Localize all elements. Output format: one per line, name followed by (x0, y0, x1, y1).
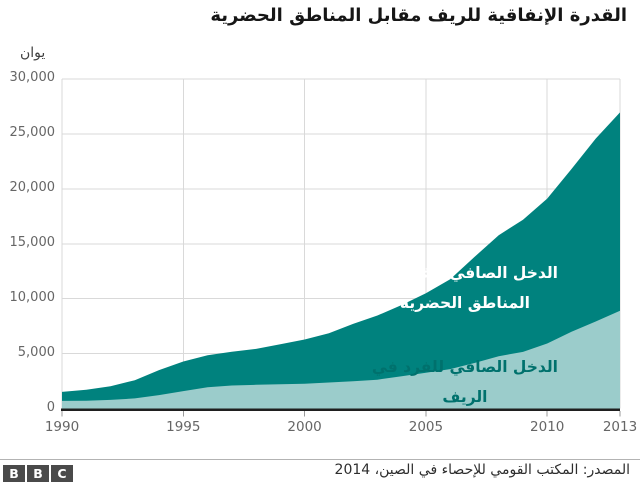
urban-series-label-line1: الدخل الصافي للفرد في (371, 264, 558, 282)
rural-series-label-line2: الريف (442, 388, 488, 406)
x-tick-label: 1990 (44, 419, 80, 435)
bbc-logo: B B C (3, 465, 73, 482)
y-tick-label: 15,000 (9, 234, 56, 250)
page-title: القدرة الإنفاقية للريف مقابل المناطق الح… (210, 5, 627, 26)
urban-series-label: الدخل الصافي للفرد في المناطق الحضرية (372, 258, 558, 318)
y-axis-unit-label: يوان (20, 45, 46, 61)
y-tick-label: 30,000 (9, 70, 56, 85)
rural-area-series (62, 310, 620, 409)
bbc-logo-block-2: B (27, 465, 49, 482)
y-tick-label: 10,000 (9, 289, 56, 305)
x-tick-label: 2000 (287, 419, 322, 435)
bbc-logo-block-3: C (51, 465, 73, 482)
x-tick-label: 1995 (166, 419, 201, 435)
y-tick-label: 5,000 (17, 344, 55, 360)
x-tick-label: 2010 (530, 419, 565, 435)
urban-area-series (62, 112, 620, 409)
y-tick-label: 25,000 (9, 124, 56, 140)
rural-series-label: الدخل الصافي للفرد في الريف (372, 352, 558, 412)
x-tick-label: 2005 (408, 419, 444, 435)
bbc-logo-block-1: B (3, 465, 25, 482)
source-attribution: المصدر: المكتب القومي للإحصاء في الصين، … (334, 462, 630, 478)
x-tick-label: 2013 (602, 419, 638, 435)
y-tick-label: 20,000 (9, 179, 56, 195)
footer-divider (0, 459, 640, 460)
urban-series-label-line2: المناطق الحضرية (399, 294, 530, 312)
rural-series-label-line1: الدخل الصافي للفرد في (371, 358, 558, 376)
y-tick-label: 0 (46, 399, 55, 415)
